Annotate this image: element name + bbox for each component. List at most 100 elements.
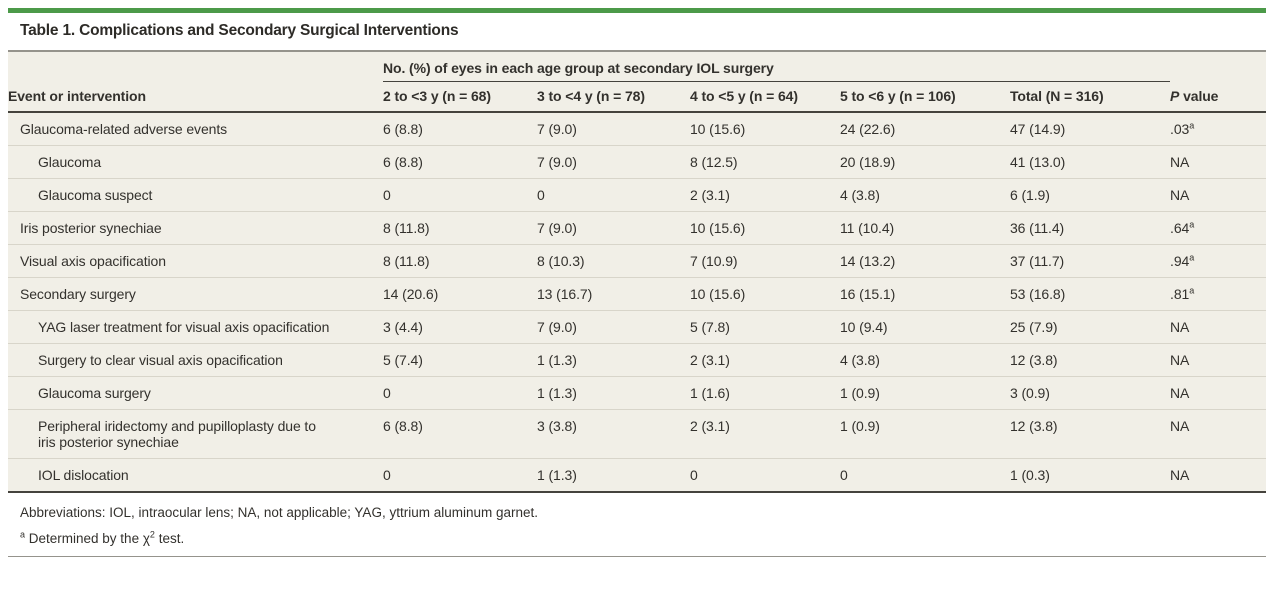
column-header-pvalue: P value <box>1170 81 1267 113</box>
cell-value: 1 (0.9) <box>840 376 1010 410</box>
table-row: Glaucoma suspect 0 0 2 (3.1) 4 (3.8) 6 (… <box>8 178 1267 212</box>
footnote-marker: a <box>1189 252 1195 263</box>
cell-value: 0 <box>383 376 537 410</box>
row-label: Glaucoma surgery <box>8 376 383 410</box>
cell-value: 14 (20.6) <box>383 277 537 311</box>
row-label: YAG laser treatment for visual axis opac… <box>8 310 383 344</box>
cell-pvalue: .03a <box>1170 112 1267 146</box>
spanner-row: No. (%) of eyes in each age group at sec… <box>8 51 1266 82</box>
spanner-spacer <box>8 51 383 82</box>
cell-pvalue: NA <box>1170 178 1267 212</box>
table-row: Surgery to clear visual axis opacificati… <box>8 343 1267 377</box>
cell-value: 1 (1.6) <box>690 376 840 410</box>
footnote-marker: a <box>1189 219 1195 230</box>
cell-value: 1 (1.3) <box>537 343 690 377</box>
table-row: Visual axis opacification 8 (11.8) 8 (10… <box>8 244 1267 278</box>
cell-value: 10 (15.6) <box>690 277 840 311</box>
cell-pvalue: NA <box>1170 343 1267 377</box>
cell-pvalue: NA <box>1170 376 1267 410</box>
cell-value: 3 (4.4) <box>383 310 537 344</box>
table-footnotes: Abbreviations: IOL, intraocular lens; NA… <box>8 493 1270 547</box>
cell-value: 3 (3.8) <box>537 409 690 459</box>
column-header-event: Event or intervention <box>8 81 383 113</box>
cell-value: 6 (8.8) <box>383 409 537 459</box>
table-row: Glaucoma 6 (8.8) 7 (9.0) 8 (12.5) 20 (18… <box>8 145 1267 179</box>
cell-value: 4 (3.8) <box>840 343 1010 377</box>
cell-value: 11 (10.4) <box>840 211 1010 245</box>
row-label: Peripheral iridectomy and pupilloplasty … <box>8 409 383 459</box>
cell-value: 12 (3.8) <box>1010 343 1171 377</box>
cell-value: 2 (3.1) <box>690 409 840 459</box>
cell-value: 1 (0.3) <box>1010 458 1171 493</box>
cell-value: 6 (8.8) <box>383 112 537 146</box>
row-label: Glaucoma suspect <box>8 178 383 212</box>
row-label: Iris posterior synechiae <box>8 211 383 245</box>
table-row: IOL dislocation 0 1 (1.3) 0 0 1 (0.3) NA <box>8 458 1267 493</box>
cell-value: 47 (14.9) <box>1010 112 1171 146</box>
footnote-a: a Determined by the χ2 test. <box>20 529 185 546</box>
cell-value: 20 (18.9) <box>840 145 1010 179</box>
cell-value: 0 <box>383 458 537 493</box>
p-italic: P <box>1170 88 1180 104</box>
complications-table: No. (%) of eyes in each age group at sec… <box>8 50 1267 493</box>
cell-value: 2 (3.1) <box>690 178 840 212</box>
cell-value: 6 (8.8) <box>383 145 537 179</box>
cell-value: 7 (9.0) <box>537 145 690 179</box>
table-row: Glaucoma surgery 0 1 (1.3) 1 (1.6) 1 (0.… <box>8 376 1267 410</box>
cell-value: 37 (11.7) <box>1010 244 1171 278</box>
cell-value: 0 <box>383 178 537 212</box>
p-rest: value <box>1179 88 1219 104</box>
cell-value: 8 (11.8) <box>383 244 537 278</box>
row-label: Visual axis opacification <box>8 244 383 278</box>
cell-pvalue: NA <box>1170 145 1267 179</box>
table-title: Table 1. Complications and Secondary Sur… <box>20 22 459 39</box>
column-group-header: No. (%) of eyes in each age group at sec… <box>383 51 1171 82</box>
cell-value: 7 (9.0) <box>537 112 690 146</box>
cell-pvalue: NA <box>1170 458 1267 493</box>
column-header-age-2-3: 2 to <3 y (n = 68) <box>383 81 537 113</box>
row-label: Glaucoma <box>8 145 383 179</box>
accent-bar <box>8 8 1266 13</box>
footnote-marker: a <box>1189 120 1195 131</box>
cell-value: 10 (15.6) <box>690 211 840 245</box>
column-header-age-3-4: 3 to <4 y (n = 78) <box>537 81 690 113</box>
table-row: Iris posterior synechiae 8 (11.8) 7 (9.0… <box>8 211 1267 245</box>
cell-value: 13 (16.7) <box>537 277 690 311</box>
cell-value: 10 (15.6) <box>690 112 840 146</box>
cell-value: 16 (15.1) <box>840 277 1010 311</box>
cell-value: 7 (9.0) <box>537 310 690 344</box>
cell-value: 7 (10.9) <box>690 244 840 278</box>
cell-value: 4 (3.8) <box>840 178 1010 212</box>
cell-value: 8 (10.3) <box>537 244 690 278</box>
table-row: Glaucoma-related adverse events 6 (8.8) … <box>8 112 1267 146</box>
cell-pvalue: NA <box>1170 409 1267 459</box>
cell-value: 10 (9.4) <box>840 310 1010 344</box>
cell-value: 2 (3.1) <box>690 343 840 377</box>
column-header-age-4-5: 4 to <5 y (n = 64) <box>690 81 840 113</box>
cell-value: 14 (13.2) <box>840 244 1010 278</box>
column-header-row: Event or intervention 2 to <3 y (n = 68)… <box>8 81 1267 113</box>
cell-value: 8 (12.5) <box>690 145 840 179</box>
column-header-total: Total (N = 316) <box>1010 81 1171 113</box>
spanner-spacer-right <box>1170 51 1266 82</box>
footnote-a-marker: a <box>20 529 26 540</box>
cell-value: 0 <box>537 178 690 212</box>
cell-value: 36 (11.4) <box>1010 211 1171 245</box>
cell-value: 6 (1.9) <box>1010 178 1171 212</box>
cell-value: 53 (16.8) <box>1010 277 1171 311</box>
table-row: Secondary surgery 14 (20.6) 13 (16.7) 10… <box>8 277 1267 311</box>
row-label: Glaucoma-related adverse events <box>8 112 383 146</box>
row-label: IOL dislocation <box>8 458 383 493</box>
cell-pvalue: .64a <box>1170 211 1267 245</box>
column-header-age-5-6: 5 to <6 y (n = 106) <box>840 81 1010 113</box>
cell-value: 12 (3.8) <box>1010 409 1171 459</box>
cell-value: 24 (22.6) <box>840 112 1010 146</box>
bottom-rule <box>8 556 1266 557</box>
footnote-marker: a <box>1189 285 1195 296</box>
cell-pvalue: NA <box>1170 310 1267 344</box>
row-label: Surgery to clear visual axis opacificati… <box>8 343 383 377</box>
abbreviations-note: Abbreviations: IOL, intraocular lens; NA… <box>20 505 538 520</box>
cell-value: 3 (0.9) <box>1010 376 1171 410</box>
cell-value: 41 (13.0) <box>1010 145 1171 179</box>
